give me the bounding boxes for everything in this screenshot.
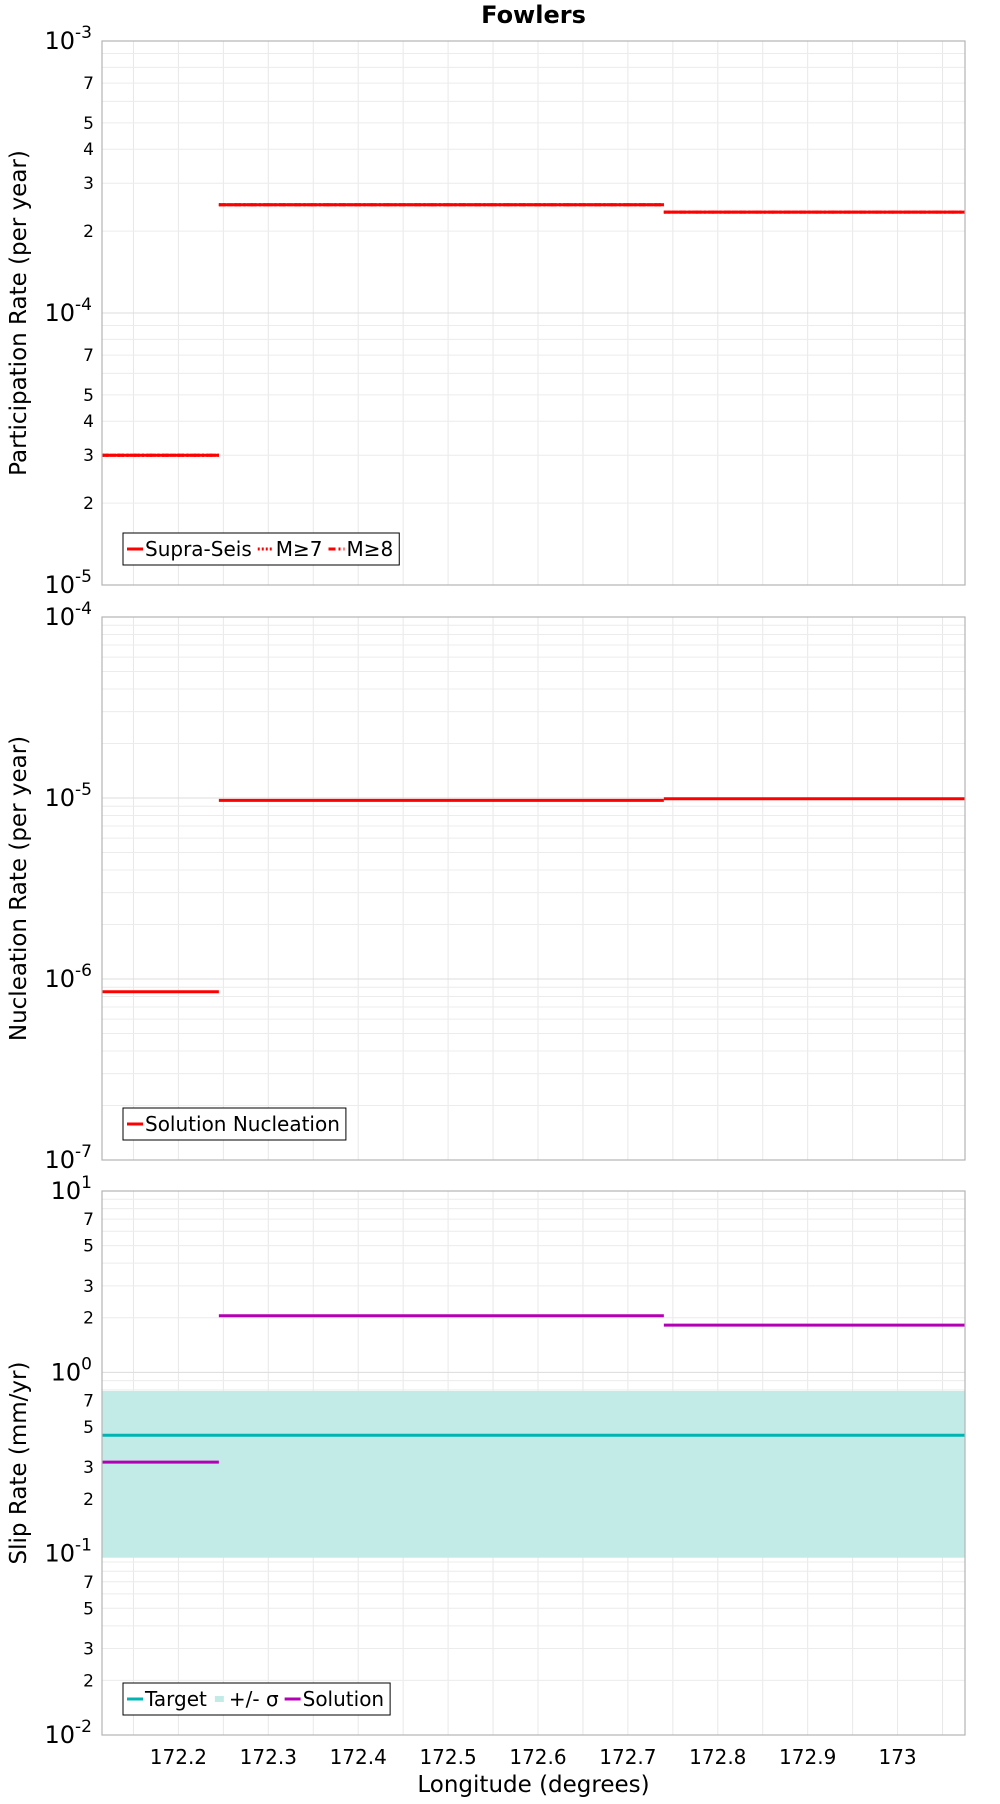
participation-y-minor-tick-label: 7: [83, 346, 94, 366]
participation-y-tick-label: 10-4: [45, 295, 93, 327]
participation-y-minor-tick-label: 2: [83, 222, 94, 242]
slip-y-minor-tick-label: 2: [83, 1490, 94, 1510]
participation-y-minor-tick-label: 5: [83, 114, 94, 134]
slip-y-minor-tick-label: 5: [83, 1599, 94, 1619]
slip-y-minor-tick-label: 7: [83, 1391, 94, 1411]
chart-title: Fowlers: [481, 1, 586, 29]
participation-y-minor-tick-label: 7: [83, 74, 94, 94]
participation-frame: [101, 40, 966, 586]
legend-label: Solution Nucleation: [145, 1112, 340, 1136]
panel-slip: 10-2 10-1 100 101 2 3 5 7 2 3 5 7 2 3 5 7 Slip Rate (mm/…: [6, 1173, 966, 1749]
panel-participation: 10-5 10-4 10-3 2 3 4 5 7 2 3 4 5 7 Participation Rate…: [6, 23, 966, 599]
participation-y-tick-label: 10-5: [45, 567, 93, 599]
nucleation-y-tick-label: 10-6: [45, 961, 93, 993]
participation-legend: Supra-Seis M≥7 M≥8: [122, 532, 400, 566]
participation-y-minor-tick-label: 4: [83, 140, 94, 160]
legend-label: Supra-Seis: [145, 537, 252, 561]
slip-y-tick-label: 10-1: [45, 1536, 93, 1568]
slip-y-minor-tick-label: 3: [83, 1458, 94, 1478]
nucleation-y-tick-label: 10-4: [45, 599, 93, 631]
participation-y-minor-tick-label: 2: [83, 494, 94, 514]
slip-y-tick-label: 101: [51, 1173, 92, 1205]
x-tick-label: 172.9: [779, 1745, 836, 1769]
sigma-band: [102, 1390, 965, 1558]
x-tick-label: 172.7: [599, 1745, 656, 1769]
participation-legend-box: [122, 532, 400, 566]
slip-y-tick-label: 10-2: [45, 1717, 93, 1749]
x-tick-label: 172.8: [689, 1745, 746, 1769]
participation-y-axis-label: Participation Rate (per year): [6, 150, 32, 476]
nucleation-legend-box: [122, 1107, 347, 1141]
slip-frame: [101, 1190, 966, 1736]
slip-y-minor-tick-label: 7: [83, 1210, 94, 1230]
x-tick-label: 172.2: [150, 1745, 207, 1769]
panel-nucleation: 10-7 10-6 10-5 10-4 Nucleation Rate (per yea…: [6, 599, 966, 1174]
legend-label: +/- σ: [229, 1687, 279, 1711]
slip-y-minor-tick-label: 2: [83, 1671, 94, 1691]
participation-y-minor-tick-label: 3: [83, 446, 94, 466]
participation-y-minor-tick-label: 4: [83, 412, 94, 432]
slip-y-minor-tick-label: 3: [83, 1277, 94, 1297]
legend-label: Solution: [303, 1687, 384, 1711]
x-tick-label: 172.3: [240, 1745, 297, 1769]
slip-y-minor-tick-label: 7: [83, 1573, 94, 1593]
legend-label: M≥8: [347, 537, 394, 561]
slip-y-axis-label: Slip Rate (mm/yr): [6, 1362, 32, 1565]
slip-legend: Target +/- σ Solution: [122, 1682, 391, 1716]
slip-y-tick-label: 100: [51, 1354, 92, 1386]
slip-y-minor-tick-label: 5: [83, 1237, 94, 1257]
slip-y-minor-tick-label: 5: [83, 1418, 94, 1438]
nucleation-frame: [101, 616, 966, 1161]
x-tick-label: 173: [878, 1745, 916, 1769]
nucleation-legend: Solution Nucleation: [122, 1107, 347, 1141]
x-axis-label: Longitude (degrees): [417, 1772, 649, 1798]
slip-y-minor-tick-label: 3: [83, 1639, 94, 1659]
legend-swatch: [214, 1696, 224, 1702]
slip-legend-box: [122, 1682, 391, 1716]
x-tick-label: 172.5: [419, 1745, 476, 1769]
legend-label: M≥7: [276, 537, 323, 561]
slip-y-minor-tick-label: 2: [83, 1309, 94, 1329]
participation-y-minor-tick-label: 5: [83, 386, 94, 406]
legend-label: Target: [144, 1687, 207, 1711]
nucleation-y-axis-label: Nucleation Rate (per year): [6, 736, 32, 1041]
nucleation-y-tick-label: 10-7: [45, 1142, 93, 1174]
participation-y-minor-tick-label: 3: [83, 174, 94, 194]
nucleation-y-tick-label: 10-5: [45, 780, 93, 812]
participation-y-tick-label: 10-3: [45, 23, 93, 55]
x-tick-label: 172.6: [509, 1745, 566, 1769]
x-tick-label: 172.4: [330, 1745, 387, 1769]
nucleation-plot-area: [102, 617, 965, 1160]
